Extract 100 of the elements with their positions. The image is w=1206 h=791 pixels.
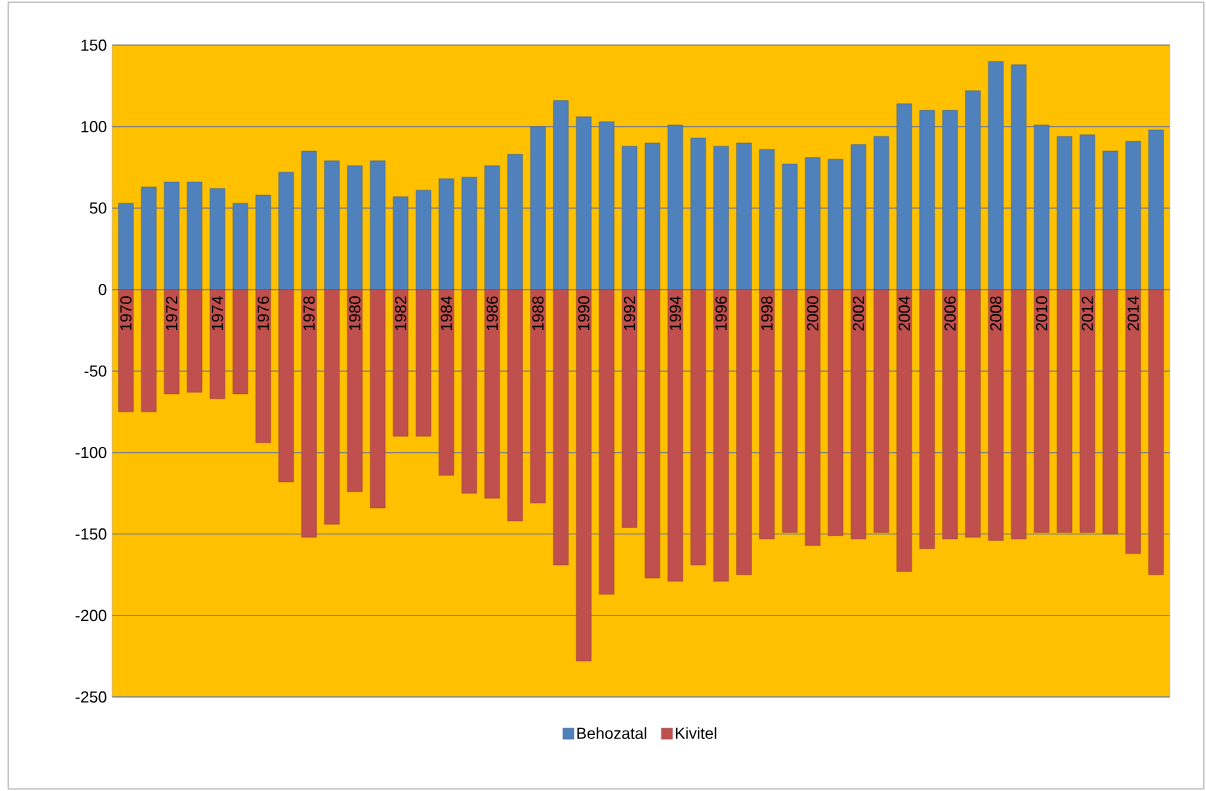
x-tick-label: 1996 <box>715 296 727 330</box>
y-tick-label: -150 <box>75 528 107 540</box>
bar <box>621 145 638 290</box>
bar <box>141 289 157 412</box>
y-tick-label: -250 <box>75 691 107 703</box>
bar <box>370 160 386 290</box>
bar <box>1011 64 1027 290</box>
bar <box>461 176 477 290</box>
x-tick-label: 1992 <box>623 296 636 330</box>
x-tick-label: 1970 <box>120 296 132 330</box>
x-tick-label: 1976 <box>257 296 269 330</box>
legend-label: Behozatal <box>577 727 647 739</box>
legend-label: Kivitel <box>675 727 717 739</box>
bar <box>507 289 523 522</box>
bar <box>667 124 683 290</box>
bar <box>301 289 317 538</box>
bar <box>530 289 546 504</box>
bar <box>759 289 775 540</box>
bar <box>1148 289 1164 575</box>
x-tick-label: 2012 <box>1081 296 1094 331</box>
bar <box>461 289 477 494</box>
x-tick-label: 1994 <box>669 296 681 330</box>
bar <box>965 289 981 538</box>
y-tick-label: 100 <box>81 120 107 133</box>
bar <box>370 289 386 509</box>
bar <box>301 150 317 290</box>
x-tick-label: 2014 <box>1127 296 1139 331</box>
x-tick-label: 2002 <box>852 296 865 331</box>
bar <box>1056 136 1073 290</box>
bar <box>415 289 432 437</box>
x-tick-label: 1988 <box>532 296 544 330</box>
x-tick-label: 1986 <box>486 296 498 330</box>
bar <box>347 289 363 492</box>
bar <box>713 145 729 290</box>
bar <box>438 289 455 476</box>
bar <box>621 289 638 528</box>
x-tick-label: 1982 <box>394 296 407 330</box>
y-tick-label: 0 <box>98 283 107 296</box>
bar <box>1011 289 1027 540</box>
bar <box>141 186 157 290</box>
bar <box>438 178 455 290</box>
bar <box>164 181 180 290</box>
bar <box>805 289 821 546</box>
bar <box>919 110 935 290</box>
bar <box>736 142 752 290</box>
y-tick-label: -100 <box>75 446 107 459</box>
bar <box>1148 129 1164 290</box>
y-tick-label: 50 <box>89 202 107 214</box>
bar <box>255 194 271 290</box>
bar <box>1033 124 1050 290</box>
bar <box>827 289 844 536</box>
bar <box>324 289 340 525</box>
bar <box>896 103 912 290</box>
bar <box>690 137 706 290</box>
y-tick-label: -50 <box>84 365 107 377</box>
x-tick-label: 2006 <box>944 296 956 331</box>
bar <box>484 165 500 290</box>
bar <box>1056 289 1073 533</box>
x-tick-label: 1972 <box>166 296 178 330</box>
bar <box>713 289 729 582</box>
bar <box>186 289 203 393</box>
bar <box>347 165 363 290</box>
bar <box>209 188 226 290</box>
x-tick-label: 2004 <box>898 296 910 331</box>
y-tick-label: 150 <box>81 39 107 51</box>
bar <box>759 149 775 290</box>
bar <box>232 289 248 395</box>
bar <box>988 289 1004 541</box>
bar <box>850 144 867 290</box>
x-tick-label: 1978 <box>303 296 315 330</box>
bar <box>118 289 134 412</box>
x-tick-label: 1974 <box>211 296 224 330</box>
bar <box>118 202 134 290</box>
bar <box>805 157 821 290</box>
bar <box>392 196 409 290</box>
y-tick-label: -200 <box>75 609 107 622</box>
bar <box>255 289 271 443</box>
bar <box>324 160 340 290</box>
bar <box>873 289 890 533</box>
bar <box>873 136 890 290</box>
bar <box>1102 289 1118 535</box>
bar <box>209 289 226 399</box>
bar <box>530 126 546 290</box>
x-tick-label: 1990 <box>578 296 590 330</box>
bar <box>1079 134 1096 290</box>
bar <box>553 289 569 566</box>
bar <box>644 142 661 290</box>
x-tick-label: 2000 <box>807 296 819 331</box>
bar <box>690 289 706 566</box>
bar <box>827 158 844 290</box>
bar <box>553 100 569 290</box>
bar <box>736 289 752 575</box>
bar <box>278 172 294 290</box>
bar <box>576 289 592 662</box>
x-tick-label: 2008 <box>990 296 1002 331</box>
bar <box>965 90 981 290</box>
bar <box>1125 141 1141 290</box>
bar <box>850 289 867 540</box>
bar <box>1125 289 1141 554</box>
bar <box>186 181 203 290</box>
